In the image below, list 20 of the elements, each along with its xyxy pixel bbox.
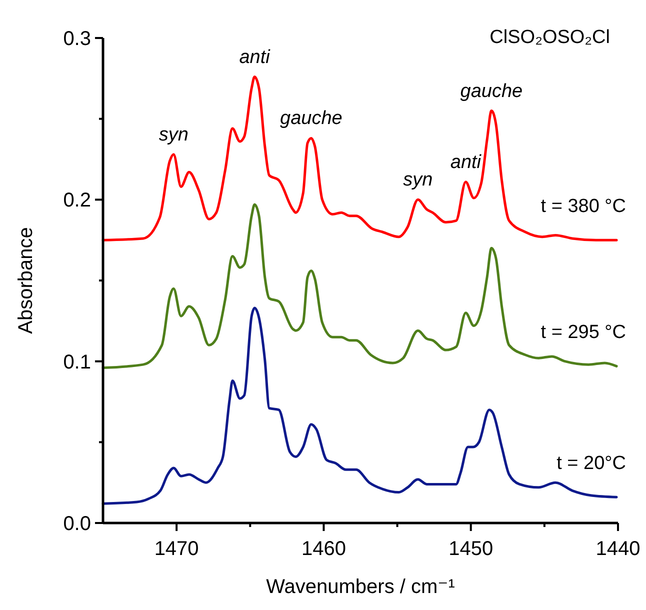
series-label: t = 295 °C [540,322,626,344]
annotation: gauche [280,108,342,130]
y-tick-label: 0.2 [63,190,91,212]
y-tick-label: 0.0 [63,513,91,535]
y-tick-label: 0.1 [63,351,91,374]
x-tick-label: 1470 [154,538,199,560]
annotation: gauche [460,80,523,102]
y-tick-label: 0.3 [63,28,91,50]
annotation: anti [239,46,271,68]
x-axis-title: Wavenumbers / cm⁻¹ [266,576,456,598]
annotation: syn [158,124,188,146]
series-label: t = 380 °C [540,196,626,218]
x-tick-label: 1450 [448,538,494,560]
x-tick-label: 1440 [596,538,640,560]
annotation: syn [403,170,433,191]
x-tick-label: 1460 [301,538,346,560]
chart-title: ClSO₂OSO₂Cl [490,27,610,48]
series-label: t = 20°C [556,453,626,474]
y-axis-title: Absorbance [15,227,37,334]
annotation: anti [450,152,482,173]
